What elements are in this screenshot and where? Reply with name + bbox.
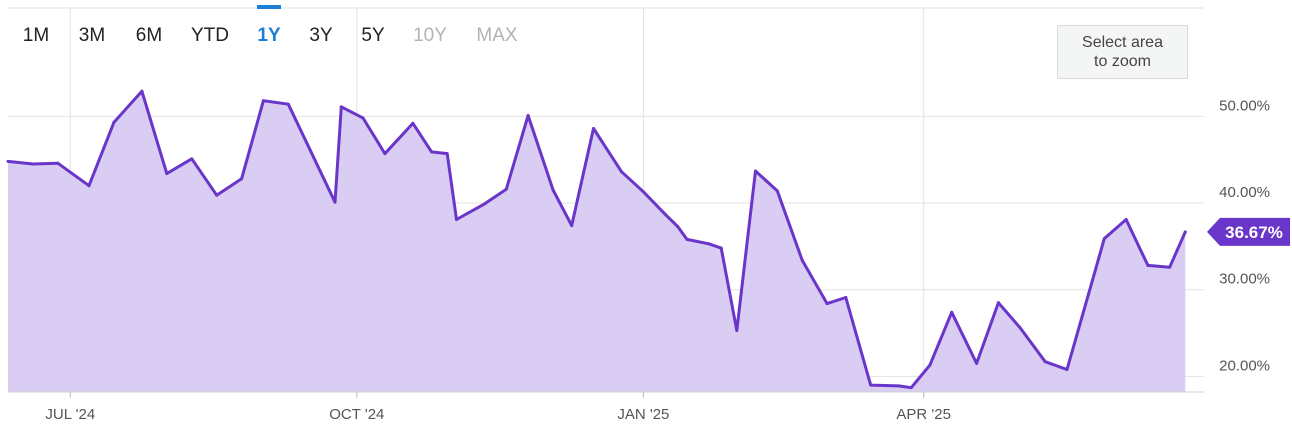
- x-tick-label: OCT '24: [329, 406, 384, 423]
- data-point: [6, 159, 10, 163]
- select-area-to-zoom-button[interactable]: Select area to zoom: [1057, 25, 1188, 79]
- data-point: [1102, 237, 1106, 241]
- data-point: [685, 237, 689, 241]
- last-value-label: 36.67%: [1225, 223, 1283, 242]
- data-point: [286, 102, 290, 106]
- range-button-6m[interactable]: 6M: [136, 25, 162, 46]
- range-selected-indicator: [257, 5, 281, 9]
- data-point: [411, 121, 415, 125]
- data-point: [1146, 263, 1150, 267]
- series-area: [6, 89, 1187, 392]
- data-point: [261, 99, 265, 103]
- range-button-10y[interactable]: 10Y: [413, 25, 447, 46]
- data-point: [592, 126, 596, 130]
- range-button-5y[interactable]: 5Y: [361, 25, 385, 46]
- data-point: [190, 157, 194, 161]
- data-point: [1124, 218, 1128, 222]
- data-point: [620, 170, 624, 174]
- y-tick-label: 40.00%: [1219, 184, 1270, 201]
- data-point: [707, 242, 711, 246]
- data-point: [430, 150, 434, 154]
- range-selector[interactable]: 1M 3M 6M YTD 1Y 3Y 5Y 10Y MAX: [23, 5, 518, 46]
- data-point: [897, 384, 901, 388]
- data-point: [1087, 291, 1091, 295]
- data-point: [361, 116, 365, 120]
- x-tick-label: APR '25: [896, 406, 951, 423]
- data-point: [869, 383, 873, 387]
- data-point: [445, 152, 449, 156]
- data-point: [483, 202, 487, 206]
- last-value-badge-shape: [1207, 217, 1290, 246]
- data-point: [570, 224, 574, 228]
- data-point: [775, 189, 779, 193]
- data-point: [676, 224, 680, 228]
- data-point: [551, 188, 555, 192]
- data-point: [383, 152, 387, 156]
- data-point: [240, 177, 244, 181]
- data-point: [754, 169, 757, 173]
- data-point: [641, 190, 645, 194]
- data-point: [800, 258, 804, 262]
- y-tick-label: 20.00%: [1219, 357, 1270, 374]
- data-point: [31, 162, 35, 166]
- data-point: [56, 161, 60, 165]
- data-point: [333, 200, 337, 204]
- data-point: [975, 361, 979, 365]
- data-point: [339, 105, 343, 109]
- range-button-1y[interactable]: 1Y: [257, 25, 281, 46]
- data-point: [112, 120, 116, 124]
- data-point: [1018, 326, 1022, 330]
- data-point: [455, 218, 458, 222]
- data-point: [526, 113, 530, 117]
- range-button-3y[interactable]: 3Y: [309, 25, 333, 46]
- data-point: [909, 386, 913, 390]
- range-button-ytd[interactable]: YTD: [191, 25, 229, 46]
- range-button-3m[interactable]: 3M: [79, 25, 105, 46]
- data-point: [215, 193, 219, 197]
- data-point: [87, 184, 91, 188]
- x-tick-label: JUL '24: [45, 406, 95, 423]
- data-point: [950, 310, 954, 314]
- data-point: [663, 212, 667, 216]
- last-value-badge: 36.67%: [1207, 217, 1290, 246]
- data-point: [996, 301, 1000, 305]
- y-tick-label: 30.00%: [1219, 271, 1270, 288]
- data-point: [735, 328, 739, 332]
- axes: JUL '24 OCT '24 JAN '25 APR '25 20.00% 30.00%…: [8, 97, 1270, 423]
- data-point: [140, 89, 144, 93]
- data-point: [165, 172, 169, 176]
- data-point: [504, 187, 508, 191]
- data-point: [1043, 360, 1047, 364]
- y-tick-label: 50.00%: [1219, 97, 1270, 114]
- data-point: [928, 363, 932, 367]
- x-tick-label: JAN '25: [617, 406, 669, 423]
- data-point: [825, 302, 829, 306]
- series-area-fill: [8, 91, 1186, 392]
- data-point: [844, 296, 848, 300]
- data-point: [1065, 367, 1069, 371]
- data-point: [1183, 230, 1187, 234]
- range-button-1m[interactable]: 1M: [23, 25, 49, 46]
- range-button-max[interactable]: MAX: [476, 25, 518, 46]
- data-point: [719, 246, 723, 250]
- data-point: [1168, 265, 1172, 269]
